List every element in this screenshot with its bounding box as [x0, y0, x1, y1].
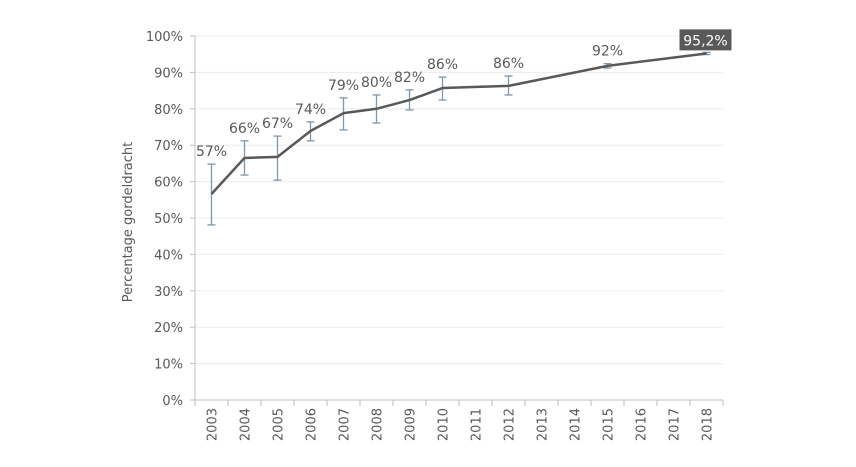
- x-tick-label: 2013: [536, 408, 551, 441]
- error-bar: [207, 163, 216, 226]
- series: 57%66% 67%74%79% 80% 82%86% 86%92%95,2%: [196, 29, 732, 226]
- data-label: 92%: [592, 44, 623, 60]
- data-label: 86%: [493, 56, 524, 72]
- y-tick-label: 40%: [154, 248, 183, 263]
- y-tick-label: 70%: [154, 139, 183, 154]
- x-tick-label: 2008: [371, 408, 386, 441]
- x-tick-label: 2014: [569, 408, 584, 441]
- series-line: [210, 52, 707, 195]
- data-label: 66%: [229, 121, 260, 137]
- y-tick-label: 0%: [162, 394, 183, 409]
- data-label-highlight-bg: [679, 29, 732, 51]
- y-tick-label: 10%: [154, 358, 183, 373]
- data-label: 95,2%: [683, 33, 727, 49]
- x-tick-label: 2007: [338, 408, 353, 441]
- data-label: 57%: [196, 144, 227, 160]
- data-label: 82%: [394, 70, 425, 86]
- y-tick-label: 100%: [146, 30, 183, 45]
- data-label: 80%: [361, 75, 392, 91]
- x-tick-label: 2010: [437, 408, 452, 441]
- x-tick-label: 2015: [602, 408, 617, 441]
- x-tick-label: 2018: [701, 408, 716, 441]
- data-label: 79%: [328, 78, 359, 94]
- x-tick-label: 2003: [206, 408, 221, 441]
- error-bar: [273, 135, 282, 181]
- y-axis: 0% 10% 20% 30% 40% 50% 60% 70% 80% 90% 100%: [146, 30, 196, 409]
- x-tick-label: 2012: [503, 408, 518, 441]
- y-tick-label: 20%: [154, 321, 183, 336]
- x-tick-label: 2017: [668, 408, 683, 441]
- y-tick-label: 80%: [154, 103, 183, 118]
- data-label: 74%: [295, 102, 326, 118]
- x-axis: 2003 2004 2005 2006 2007 2008 2009 2010 2011 2012…: [194, 399, 724, 441]
- gridlines: [195, 35, 723, 365]
- y-tick-label: 50%: [154, 212, 183, 227]
- y-axis-title: Percentage gordeldracht: [121, 142, 136, 303]
- data-label: 86%: [427, 57, 458, 73]
- x-tick-label: 2004: [239, 408, 254, 441]
- x-tick-label: 2006: [305, 408, 320, 441]
- x-tick-label: 2011: [470, 408, 485, 441]
- y-tick-label: 90%: [154, 66, 183, 81]
- x-tick-label: 2016: [635, 408, 650, 441]
- x-tick-label: 2005: [272, 408, 287, 441]
- data-label: 67%: [262, 116, 293, 132]
- y-tick-label: 30%: [154, 285, 183, 300]
- x-tick-label: 2009: [404, 408, 419, 441]
- y-tick-label: 60%: [154, 176, 183, 191]
